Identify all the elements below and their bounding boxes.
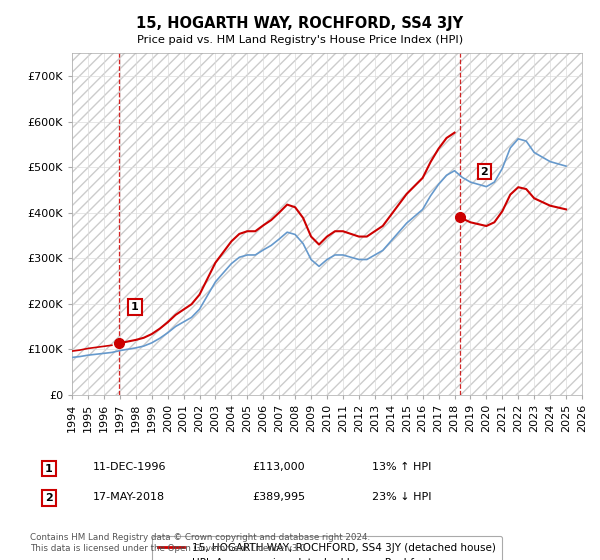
Text: 1: 1 xyxy=(131,302,139,312)
Text: 2: 2 xyxy=(45,493,53,503)
Text: 1: 1 xyxy=(45,464,53,474)
Legend: 15, HOGARTH WAY, ROCHFORD, SS4 3JY (detached house), HPI: Average price, detache: 15, HOGARTH WAY, ROCHFORD, SS4 3JY (deta… xyxy=(152,536,502,560)
Text: Contains HM Land Registry data © Crown copyright and database right 2024.
This d: Contains HM Land Registry data © Crown c… xyxy=(30,533,370,553)
Text: £113,000: £113,000 xyxy=(252,463,305,473)
Text: 17-MAY-2018: 17-MAY-2018 xyxy=(93,492,165,502)
Text: 23% ↓ HPI: 23% ↓ HPI xyxy=(372,492,431,502)
Text: Price paid vs. HM Land Registry's House Price Index (HPI): Price paid vs. HM Land Registry's House … xyxy=(137,35,463,45)
Text: 15, HOGARTH WAY, ROCHFORD, SS4 3JY: 15, HOGARTH WAY, ROCHFORD, SS4 3JY xyxy=(136,16,464,31)
Text: 2: 2 xyxy=(481,167,488,176)
Text: 13% ↑ HPI: 13% ↑ HPI xyxy=(372,463,431,473)
Text: £389,995: £389,995 xyxy=(252,492,305,502)
Text: 11-DEC-1996: 11-DEC-1996 xyxy=(93,463,167,473)
